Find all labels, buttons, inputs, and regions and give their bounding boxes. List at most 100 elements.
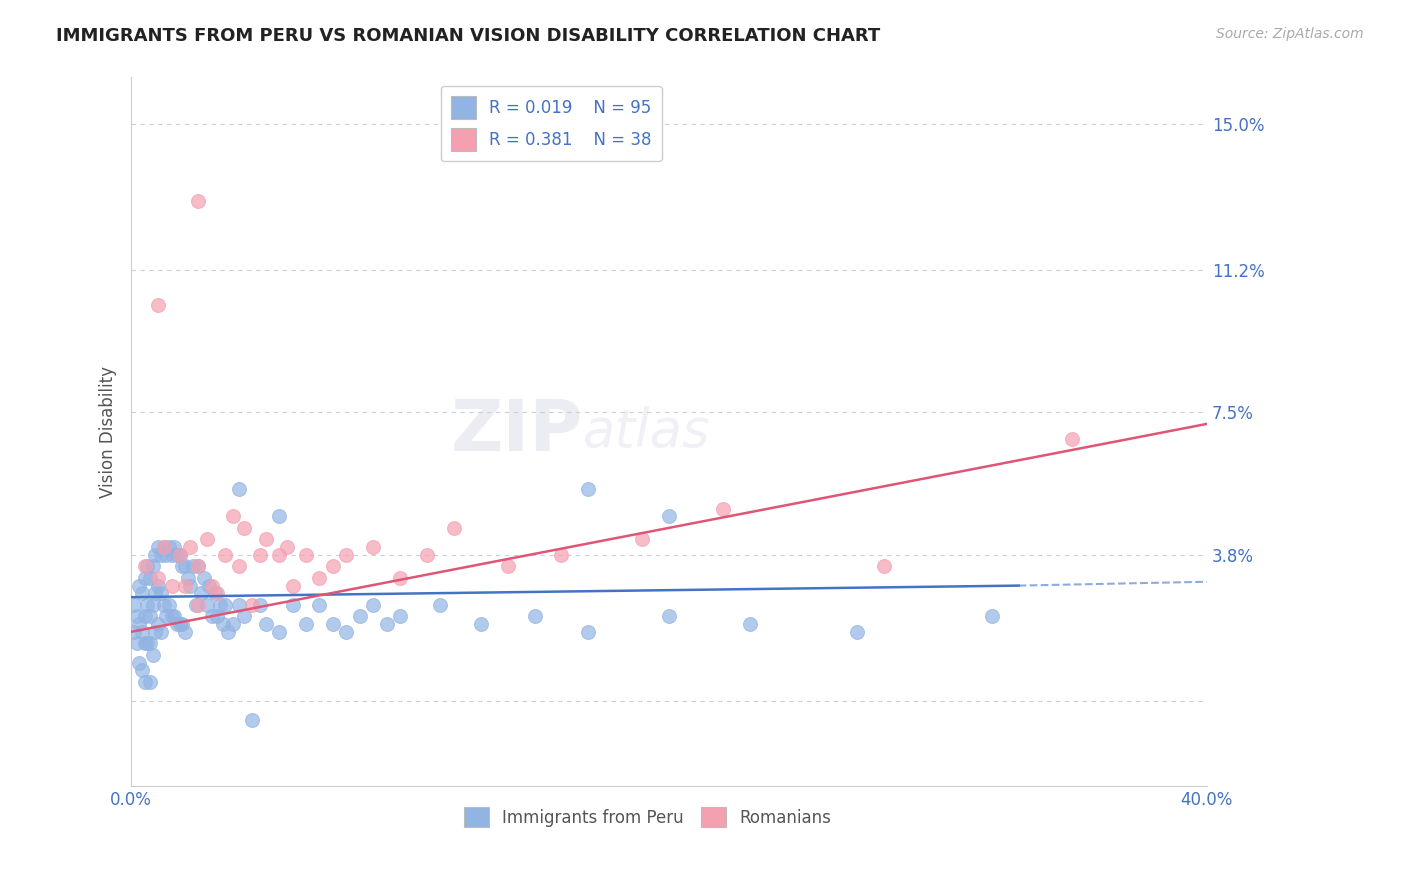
Point — [149, 548, 172, 562]
Point — [269, 509, 291, 524]
Point — [308, 598, 330, 612]
Point — [155, 548, 177, 562]
Point — [131, 624, 153, 639]
Text: IMMIGRANTS FROM PERU VS ROMANIAN VISION DISABILITY CORRELATION CHART: IMMIGRANTS FROM PERU VS ROMANIAN VISION … — [56, 27, 880, 45]
Point — [155, 609, 177, 624]
Point — [295, 548, 318, 562]
Point — [389, 609, 412, 624]
Point — [295, 617, 318, 632]
Point — [658, 509, 681, 524]
Point — [172, 559, 194, 574]
Point — [443, 521, 465, 535]
Point — [136, 598, 159, 612]
Point — [166, 548, 188, 562]
Point — [134, 674, 156, 689]
Point — [146, 571, 169, 585]
Point — [160, 579, 183, 593]
Point — [222, 509, 245, 524]
Point — [211, 617, 233, 632]
Point — [169, 617, 191, 632]
Point — [193, 571, 215, 585]
Point — [145, 586, 167, 600]
Point — [146, 540, 169, 554]
Point — [177, 571, 200, 585]
Point — [169, 548, 191, 562]
Point — [361, 540, 384, 554]
Point — [134, 609, 156, 624]
Point — [160, 609, 183, 624]
Point — [1062, 433, 1084, 447]
Point — [207, 609, 229, 624]
Point — [163, 540, 186, 554]
Point — [174, 559, 197, 574]
Point — [201, 579, 224, 593]
Point — [187, 559, 209, 574]
Point — [416, 548, 439, 562]
Point — [873, 559, 896, 574]
Point — [187, 194, 209, 208]
Point — [217, 624, 239, 639]
Point — [146, 297, 169, 311]
Point — [254, 617, 277, 632]
Text: Source: ZipAtlas.com: Source: ZipAtlas.com — [1216, 27, 1364, 41]
Point — [142, 559, 165, 574]
Point — [389, 571, 412, 585]
Point — [281, 579, 304, 593]
Point — [207, 586, 229, 600]
Point — [254, 533, 277, 547]
Legend: Immigrants from Peru, Romanians: Immigrants from Peru, Romanians — [457, 800, 838, 834]
Point — [281, 598, 304, 612]
Point — [128, 579, 150, 593]
Point — [523, 609, 546, 624]
Point — [269, 624, 291, 639]
Point — [233, 609, 256, 624]
Point — [134, 636, 156, 650]
Point — [349, 609, 371, 624]
Point — [139, 571, 162, 585]
Point — [711, 501, 734, 516]
Point — [222, 617, 245, 632]
Point — [335, 624, 357, 639]
Point — [125, 636, 148, 650]
Point — [335, 548, 357, 562]
Point — [152, 598, 174, 612]
Point — [496, 559, 519, 574]
Point — [134, 559, 156, 574]
Point — [169, 548, 191, 562]
Point — [157, 598, 180, 612]
Point — [131, 586, 153, 600]
Point — [139, 674, 162, 689]
Point — [163, 609, 186, 624]
Point — [738, 617, 761, 632]
Point — [249, 548, 271, 562]
Point — [136, 636, 159, 650]
Point — [160, 548, 183, 562]
Point — [139, 609, 162, 624]
Point — [128, 656, 150, 670]
Point — [249, 598, 271, 612]
Point — [146, 617, 169, 632]
Point — [240, 598, 263, 612]
Point — [146, 579, 169, 593]
Point — [152, 540, 174, 554]
Point — [576, 483, 599, 497]
Point — [174, 579, 197, 593]
Point — [658, 609, 681, 624]
Point — [125, 609, 148, 624]
Point — [166, 617, 188, 632]
Point — [322, 617, 344, 632]
Point — [576, 624, 599, 639]
Point — [139, 636, 162, 650]
Point — [846, 624, 869, 639]
Point — [190, 586, 212, 600]
Point — [214, 548, 236, 562]
Point — [233, 521, 256, 535]
Point — [322, 559, 344, 574]
Text: ZIP: ZIP — [451, 397, 583, 467]
Point — [131, 663, 153, 677]
Point — [149, 586, 172, 600]
Point — [375, 617, 398, 632]
Point — [142, 598, 165, 612]
Point — [208, 598, 231, 612]
Point — [429, 598, 451, 612]
